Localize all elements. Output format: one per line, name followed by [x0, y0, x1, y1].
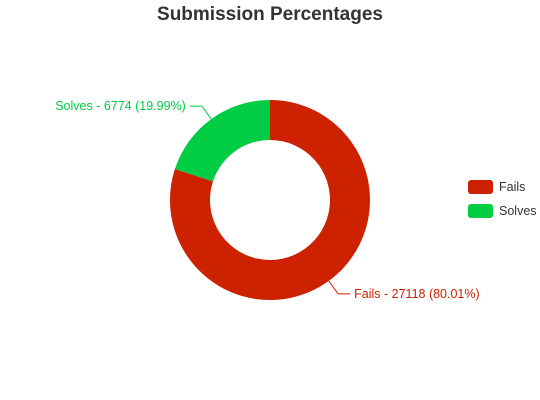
callout-line-fails	[328, 280, 351, 295]
callout-label-fails: Fails - 27118 (80.01%)	[354, 287, 480, 301]
slice-fails[interactable]	[170, 100, 370, 301]
legend-label-fails: Fails	[499, 180, 525, 194]
donut	[170, 100, 370, 301]
legend-label-solves: Solves	[499, 204, 537, 218]
legend-swatch-fails	[468, 180, 493, 194]
chart-title: Submission Percentages	[157, 4, 383, 25]
slice-solves[interactable]	[174, 100, 270, 182]
legend-item-solves[interactable]: Solves	[468, 204, 537, 218]
callout-line-solves	[189, 105, 212, 120]
legend: Fails Solves	[468, 180, 537, 218]
legend-swatch-solves	[468, 204, 493, 218]
callouts: Fails - 27118 (80.01%) Solves - 6774 (19.…	[55, 99, 479, 301]
callout-label-solves: Solves - 6774 (19.99%)	[55, 99, 186, 113]
legend-item-fails[interactable]: Fails	[468, 180, 525, 194]
